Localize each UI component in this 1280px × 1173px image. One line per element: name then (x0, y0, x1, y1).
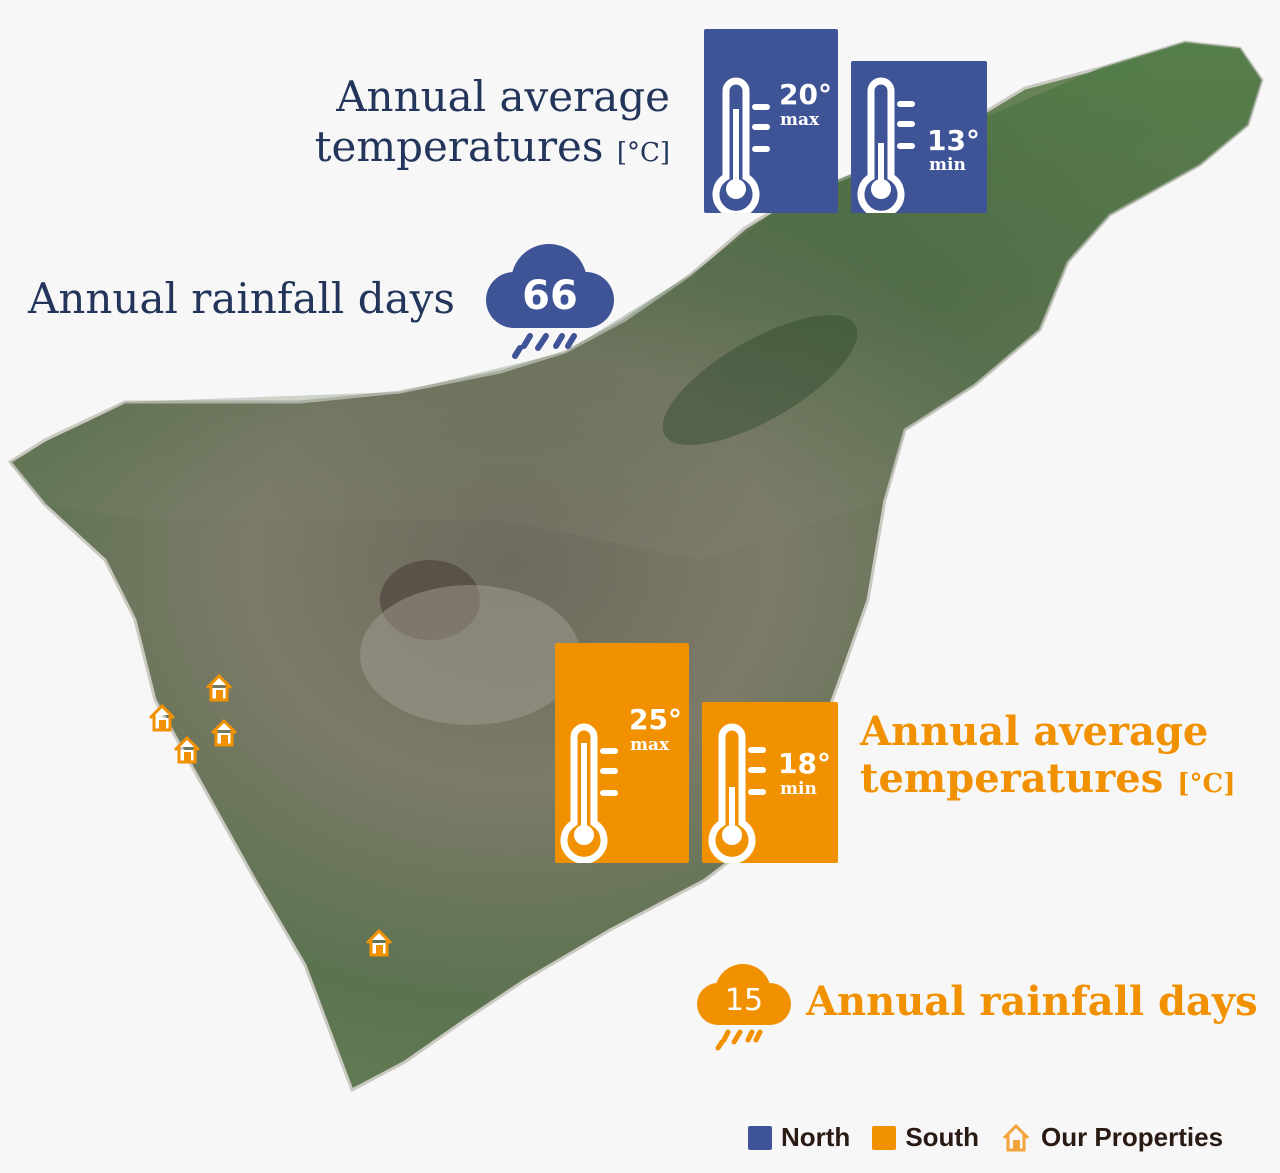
property-house-icon[interactable] (147, 703, 177, 733)
south-max-temp-box: 25° max (555, 643, 689, 863)
unit-label: [°C] (1177, 769, 1236, 800)
property-house-icon[interactable] (209, 718, 239, 748)
temp-label: min (929, 155, 966, 175)
property-house-icon[interactable] (172, 735, 202, 765)
south-min-temp-box: 18° min (702, 702, 838, 863)
temp-value: 13° (927, 124, 980, 157)
legend-item-properties: Our Properties (1001, 1122, 1223, 1153)
temp-label: max (780, 110, 820, 130)
property-house-icon[interactable] (204, 673, 234, 703)
temp-label: min (780, 779, 817, 799)
rain-days-value: 15 (724, 983, 764, 1018)
south-temperature-heading: Annual average temperatures [°C] (860, 708, 1236, 802)
heading-line-1: Annual average (860, 708, 1209, 755)
heading-line-2: temperatures (860, 755, 1164, 803)
legend-label: South (905, 1122, 979, 1152)
blue-square-icon (748, 1125, 772, 1150)
temp-value: 25° (629, 703, 682, 736)
temp-value: 18° (778, 747, 831, 780)
thermometer-icon (712, 77, 770, 213)
rain-cloud-icon (486, 244, 614, 359)
orange-square-icon (872, 1125, 897, 1150)
north-max-temp-box: 20° max (704, 29, 838, 213)
thermometer-icon (857, 77, 915, 213)
unit-label: [°C] (616, 137, 670, 168)
legend-label: North (781, 1122, 851, 1152)
legend-item-north: North (748, 1122, 850, 1153)
thermometer-icon (560, 723, 618, 863)
house-icon (1002, 1123, 1030, 1151)
property-house-icon[interactable] (364, 928, 394, 958)
heading-line-2: temperatures (314, 121, 604, 171)
legend: North South Our Properties (748, 1122, 1245, 1153)
south-rain-cloud: 15 (696, 962, 792, 1052)
legend-label: Our Properties (1040, 1122, 1224, 1152)
north-rain-cloud: 66 (484, 242, 616, 364)
heading-line-1: Annual average (336, 72, 670, 121)
north-temperature-heading: Annual average temperatures [°C] (315, 72, 670, 171)
thermometer-icon (708, 723, 766, 863)
temp-value: 20° (779, 78, 832, 111)
temp-label: max (630, 735, 670, 755)
north-rainfall-heading: Annual rainfall days (28, 274, 455, 323)
legend-item-south: South (872, 1122, 979, 1153)
south-rainfall-heading: Annual rainfall days (806, 978, 1258, 1025)
north-min-temp-box: 13° min (851, 61, 987, 213)
rain-days-value: 66 (522, 273, 578, 319)
rain-cloud-icon (697, 964, 791, 1051)
